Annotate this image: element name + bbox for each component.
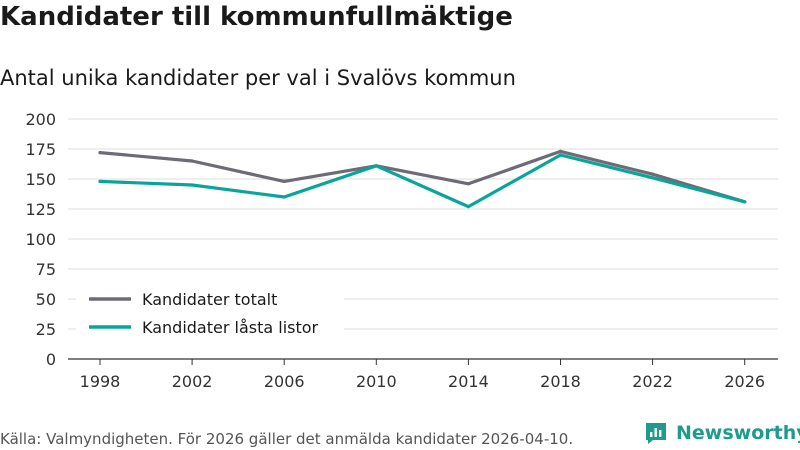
y-tick-label: 125 xyxy=(25,200,56,219)
y-tick-label: 175 xyxy=(25,140,56,159)
x-tick-label: 1998 xyxy=(80,372,121,391)
y-tick-label: 150 xyxy=(25,170,56,189)
series-line-2 xyxy=(98,153,747,209)
series-lines xyxy=(98,149,747,209)
x-tick-label: 2022 xyxy=(632,372,673,391)
data-point xyxy=(282,195,286,199)
y-tick-label: 50 xyxy=(36,290,56,309)
y-tick-label: 0 xyxy=(46,350,56,369)
x-tick-label: 2002 xyxy=(172,372,213,391)
data-point xyxy=(743,200,747,204)
data-point xyxy=(651,176,655,180)
legend: Kandidater totalt Kandidater låsta listor xyxy=(76,284,344,344)
y-tick-label: 100 xyxy=(25,230,56,249)
data-point xyxy=(466,205,470,209)
data-point xyxy=(374,164,378,168)
data-point xyxy=(98,151,102,155)
x-axis-ticks: 1998 2002 2006 2010 2014 2018 2022 2026 xyxy=(80,359,765,391)
data-point xyxy=(98,179,102,183)
data-point xyxy=(651,172,655,176)
legend-label-2: Kandidater låsta listor xyxy=(142,318,319,337)
data-point xyxy=(190,159,194,163)
y-tick-label: 75 xyxy=(36,260,56,279)
legend-label-1: Kandidater totalt xyxy=(142,290,277,309)
gridlines xyxy=(68,118,778,330)
newsworthy-logo-icon xyxy=(646,423,666,444)
y-axis-ticks: 0 25 50 75 100 125 150 175 200 xyxy=(25,110,56,369)
data-point xyxy=(466,182,470,186)
brand-name: Newsworthy xyxy=(676,422,800,444)
data-point xyxy=(282,179,286,183)
y-tick-label: 25 xyxy=(36,320,56,339)
data-point xyxy=(558,153,563,157)
data-point xyxy=(558,149,563,153)
x-tick-label: 2014 xyxy=(448,372,489,391)
chart-title: Kandidater till kommunfullmäktige xyxy=(0,2,513,32)
x-tick-label: 2018 xyxy=(540,372,581,391)
x-tick-label: 2026 xyxy=(724,372,765,391)
data-point xyxy=(190,183,194,187)
chart-subtitle: Antal unika kandidater per val i Svalövs… xyxy=(0,66,516,90)
brand-logo: Newsworthy xyxy=(644,421,800,445)
series-line-1 xyxy=(98,149,747,204)
x-tick-label: 2006 xyxy=(264,372,305,391)
y-tick-label: 200 xyxy=(25,110,56,129)
legend-background xyxy=(76,284,344,344)
x-tick-label: 2010 xyxy=(356,372,397,391)
source-note: Källa: Valmyndigheten. För 2026 gäller d… xyxy=(0,430,574,448)
